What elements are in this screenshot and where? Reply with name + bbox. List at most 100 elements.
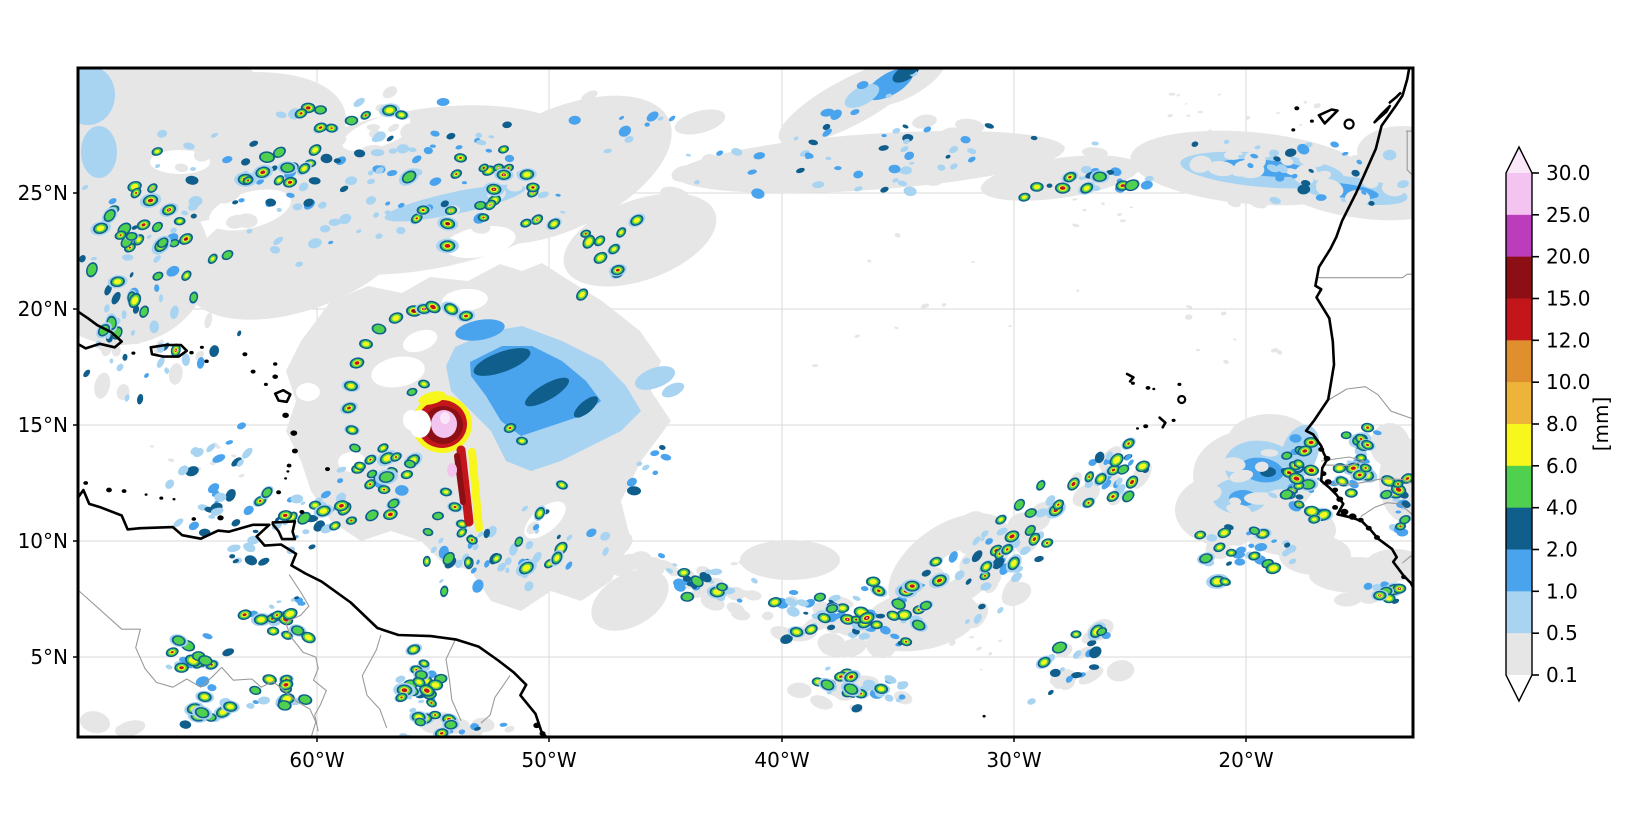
precip-cell: [400, 696, 403, 699]
precip-blue-cell: [803, 611, 809, 615]
precip-blue-cell: [458, 729, 466, 735]
precip-blue-cell: [618, 115, 625, 120]
precip-blue-cell: [146, 234, 152, 239]
precip-blue-cell: [521, 505, 528, 512]
precip-cell: [279, 701, 290, 710]
precip-blue-cell: [1027, 698, 1036, 705]
precip-blue-cell: [1363, 582, 1373, 590]
precip-gray-blob: [132, 324, 144, 345]
precip-blue-cell: [535, 529, 540, 534]
precip-cell: [459, 156, 462, 159]
precip-gray-blob: [1072, 198, 1078, 201]
precip-cell: [501, 147, 506, 151]
precip-blue-cell: [600, 531, 611, 541]
precip-blue-cell: [130, 330, 136, 336]
precip-cell: [398, 113, 405, 117]
precip-gray-blob: [1233, 338, 1237, 341]
colorbar-segment: [1506, 507, 1532, 550]
precip-blue-cell: [502, 121, 512, 129]
precip-shield: [444, 225, 516, 259]
precip-blue-cell: [165, 479, 175, 489]
precip-cell: [523, 172, 531, 178]
precip-blue-cell: [1047, 689, 1054, 696]
precip-blue-cell: [834, 166, 842, 171]
precip-cell: [154, 273, 162, 280]
colorbar-segment: [1506, 173, 1532, 216]
precip-blue-cell: [427, 670, 437, 678]
precip-blue-cell: [166, 265, 180, 277]
precip-cell: [1359, 437, 1363, 441]
y-tick-label: 10°N: [18, 529, 68, 553]
precip-blue-cell: [1289, 434, 1302, 443]
precip-blue-cell: [897, 681, 904, 686]
precip-gray-blob: [1168, 92, 1176, 96]
precip-gray-blob: [510, 199, 521, 207]
precip-gray-blob: [988, 652, 993, 656]
precip-cell: [350, 444, 360, 452]
precip-cell: [113, 279, 122, 285]
precip-gray-blob: [854, 334, 860, 338]
precip-cell: [1026, 526, 1035, 535]
precip-cell: [421, 209, 425, 212]
precip-blue-cell: [202, 633, 213, 640]
precip-cell: [250, 687, 260, 694]
precip-blue-cell: [418, 699, 425, 704]
precip-blue-cell: [455, 145, 463, 150]
precip-blue-cell: [875, 613, 886, 619]
precip-blue-cell: [985, 538, 993, 545]
precip-gray-blob: [1303, 100, 1308, 104]
precip-shield: [573, 396, 599, 418]
precip-gray-blob: [1260, 449, 1279, 457]
precip-cell: [507, 167, 510, 170]
precip-blue-cell: [682, 575, 692, 582]
precip-blue-cell: [1094, 451, 1105, 464]
precip-blue-cell: [294, 596, 300, 600]
precip-blue-cell: [116, 363, 124, 372]
precip-blue-cell: [214, 492, 227, 502]
colorbar-segment: [1506, 382, 1532, 425]
precip-cell: [1405, 477, 1410, 480]
precip-cell: [1112, 456, 1121, 464]
precip-cell: [275, 614, 279, 617]
precip-blue-cell: [904, 151, 915, 161]
precip-gray-blob: [139, 258, 165, 276]
precip-gray-blob: [1298, 151, 1327, 168]
precip-cell: [913, 621, 924, 630]
precip-cell: [475, 202, 485, 209]
precip-blue-cell: [196, 357, 205, 369]
precip-blue-cell: [375, 167, 384, 174]
precip-gray-blob: [1229, 497, 1242, 506]
precip-cell: [349, 427, 355, 433]
precip-blue-cell: [178, 465, 189, 476]
precip-blue-cell: [747, 169, 757, 175]
precip-blue-cell: [1287, 177, 1297, 185]
precip-blue-cell: [476, 139, 487, 146]
precip-cell: [793, 629, 800, 635]
precip-blue-cell: [407, 147, 417, 153]
precip-shield: [455, 319, 505, 341]
precip-blue-cell: [154, 284, 160, 292]
precip-cell: [459, 522, 465, 526]
precip-blue-cell: [273, 236, 284, 245]
precip-cell: [416, 719, 425, 725]
precip-blue-cell: [878, 145, 889, 151]
precipitation-layer: [78, 68, 1413, 737]
hurricane-eyewall: [456, 445, 474, 527]
precip-blue-cell: [257, 696, 270, 705]
precip-blue-cell: [385, 201, 391, 206]
precip-blue-cell: [1191, 141, 1199, 147]
precip-blue-cell: [122, 254, 134, 261]
precip-gray-blob: [988, 149, 1020, 174]
precip-gray-blob: [1230, 534, 1246, 546]
precip-cell: [519, 439, 525, 443]
precip-gray-blob: [858, 145, 869, 153]
precip-gray-blob: [160, 312, 172, 328]
precip-blue-cell: [276, 600, 282, 604]
precip-cell: [446, 222, 450, 225]
precip-gray-blob: [1186, 114, 1191, 117]
island-st-thomas: [199, 345, 204, 349]
precip-gray-blob: [219, 189, 241, 204]
precip-cell: [443, 490, 449, 494]
precip-cell: [633, 217, 640, 223]
precip-gray-blob: [1054, 144, 1065, 151]
